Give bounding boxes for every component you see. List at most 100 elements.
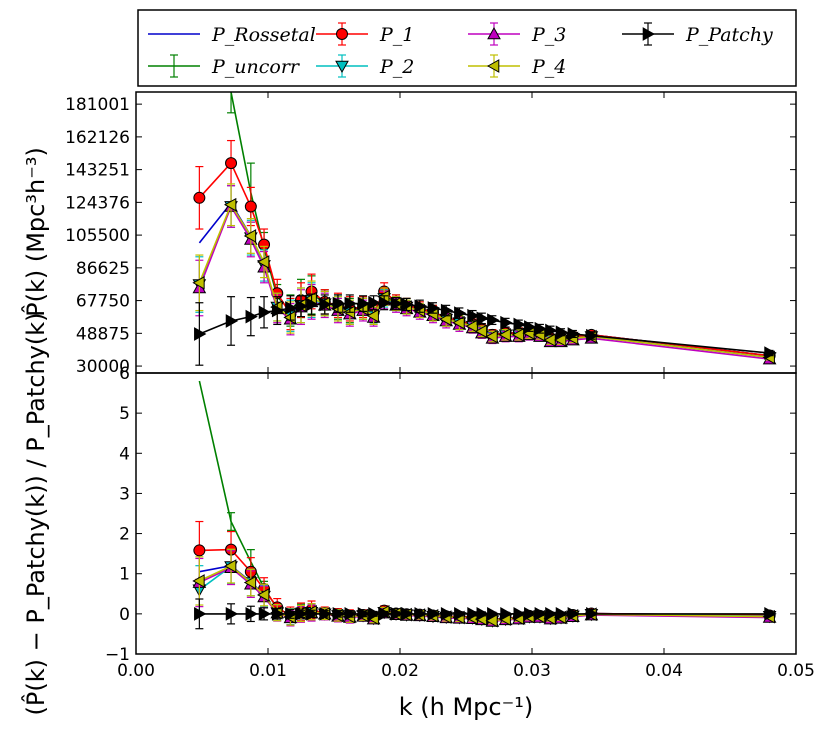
point-patchy bbox=[245, 309, 258, 324]
legend-entry-patchy: P_Patchy bbox=[622, 22, 773, 46]
top-ytick-label: 181001 bbox=[65, 95, 130, 115]
point-patchy bbox=[534, 321, 547, 336]
point-patchy bbox=[285, 301, 298, 315]
x-axis-label: k (h Mpc⁻¹) bbox=[399, 693, 534, 721]
bottom-panel-frame bbox=[135, 372, 797, 655]
axes-ticks: 181001 162126 143251 124376 105500 86625 67750… bbox=[65, 92, 815, 681]
point-patchy bbox=[586, 607, 599, 621]
point-patchy bbox=[194, 607, 207, 621]
legend-label-p4: P_4 bbox=[531, 56, 566, 78]
point-patchy bbox=[271, 303, 285, 318]
legend-entry-p2: P_2 bbox=[316, 54, 414, 78]
top-ytick-label: 124376 bbox=[65, 193, 130, 213]
bottom-ytick-label: 3 bbox=[119, 484, 130, 504]
point-patchy bbox=[401, 297, 414, 312]
legend-label-p1: P_1 bbox=[379, 24, 414, 46]
point-patchy bbox=[332, 607, 345, 621]
point-patchy bbox=[245, 607, 258, 621]
point-patchy bbox=[390, 607, 404, 621]
bottom-ytick-label: 0 bbox=[119, 605, 130, 625]
point-p4 bbox=[243, 575, 257, 590]
bottom-ytick-label: 6 bbox=[119, 364, 130, 384]
point-patchy bbox=[295, 299, 309, 314]
point-p4 bbox=[224, 559, 237, 573]
top-ytick-label: 86625 bbox=[76, 259, 130, 279]
point-p4 bbox=[474, 324, 488, 339]
legend-marker-p4 bbox=[486, 59, 500, 73]
point-patchy bbox=[500, 607, 513, 621]
point-patchy bbox=[467, 607, 480, 621]
legend-box bbox=[137, 9, 797, 87]
point-p4 bbox=[257, 255, 270, 269]
point-p4 bbox=[366, 308, 379, 323]
point-patchy bbox=[524, 320, 537, 334]
xtick-label: 0.02 bbox=[381, 661, 419, 681]
point-patchy bbox=[378, 607, 392, 621]
point-patchy bbox=[427, 301, 441, 315]
top-panel-y-label: P̂(k) (Mpc³h⁻³) bbox=[22, 147, 50, 317]
point-p4 bbox=[243, 229, 257, 243]
point-patchy bbox=[440, 607, 454, 621]
legend-marker-p3 bbox=[487, 26, 501, 40]
top-panel-plot bbox=[192, 92, 777, 366]
point-patchy bbox=[476, 311, 489, 326]
legend-marker-patchy bbox=[642, 27, 656, 41]
point-patchy bbox=[401, 607, 414, 621]
point-patchy bbox=[545, 323, 558, 338]
legend-label-unc: P_uncorr bbox=[211, 56, 301, 78]
top-ytick-label: 30000 bbox=[76, 357, 130, 377]
legend-label-p3: P_3 bbox=[531, 24, 566, 46]
legend-marker-p1 bbox=[336, 28, 348, 40]
point-patchy bbox=[454, 607, 467, 621]
point-patchy bbox=[440, 303, 454, 318]
legend-marker-p2 bbox=[335, 60, 349, 74]
bottom-ytick-label: 1 bbox=[119, 565, 130, 585]
point-patchy bbox=[476, 607, 489, 621]
point-patchy bbox=[258, 305, 272, 320]
point-patchy bbox=[332, 296, 345, 311]
point-patchy bbox=[258, 607, 272, 621]
point-patchy bbox=[487, 607, 500, 621]
xtick-label: 0.03 bbox=[513, 661, 551, 681]
top-ytick-label: 162126 bbox=[65, 128, 130, 148]
top-ytick-label: 143251 bbox=[65, 161, 130, 181]
bottom-ytick-label: 5 bbox=[119, 404, 130, 424]
point-p4 bbox=[192, 574, 205, 588]
legend-entry-p3: P_3 bbox=[468, 22, 566, 46]
point-patchy bbox=[344, 607, 357, 621]
point-p4 bbox=[485, 329, 498, 344]
point-patchy bbox=[295, 607, 309, 621]
point-patchy bbox=[319, 607, 332, 621]
legend-entry-unc: P_uncorr bbox=[148, 54, 301, 78]
top-panel-frame bbox=[135, 91, 797, 374]
point-patchy bbox=[357, 296, 371, 311]
point-patchy bbox=[500, 315, 513, 330]
legend-label-patchy: P_Patchy bbox=[685, 24, 773, 46]
bottom-ytick-label: 2 bbox=[119, 525, 130, 545]
series-line-p1 bbox=[199, 548, 770, 621]
point-patchy bbox=[555, 607, 569, 621]
series-p4 bbox=[192, 183, 775, 365]
point-p4 bbox=[192, 275, 205, 290]
point-p4 bbox=[452, 315, 465, 330]
series-unc bbox=[198, 380, 774, 623]
legend: P_Rossetal P_uncorr P_1 P_2 P_3 P_4 P_Patchy bbox=[148, 22, 773, 78]
bottom-panel-y-label: (P̂(k) − P_Patchy(k)) / P_Patchy(k) bbox=[22, 313, 50, 716]
series-patchy bbox=[194, 293, 777, 366]
point-patchy bbox=[513, 607, 526, 621]
point-patchy bbox=[271, 607, 285, 621]
point-patchy bbox=[545, 607, 558, 621]
point-patchy bbox=[225, 607, 239, 621]
point-p4 bbox=[257, 588, 270, 602]
point-patchy bbox=[285, 607, 298, 621]
series-patchy bbox=[194, 598, 777, 630]
point-patchy bbox=[513, 317, 526, 332]
point-patchy bbox=[524, 607, 537, 621]
top-ytick-label: 67750 bbox=[76, 292, 130, 312]
legend-entry-p4: P_4 bbox=[468, 54, 566, 78]
point-patchy bbox=[414, 607, 427, 621]
series-p3 bbox=[192, 185, 777, 365]
point-patchy bbox=[764, 346, 777, 360]
point-p1 bbox=[193, 191, 206, 204]
